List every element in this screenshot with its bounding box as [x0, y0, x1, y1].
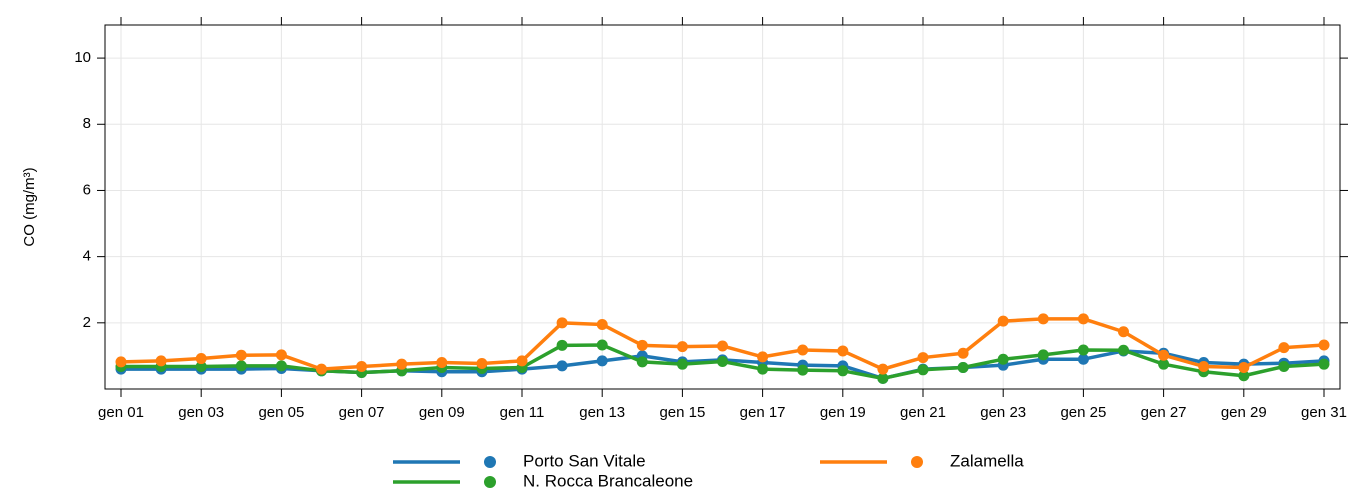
data-point [316, 363, 327, 375]
data-point [1077, 313, 1089, 325]
legend-marker [484, 456, 496, 468]
data-point [1158, 349, 1170, 361]
data-point [797, 364, 809, 376]
data-point [195, 353, 207, 365]
data-point [556, 360, 568, 372]
data-point [957, 361, 969, 373]
data-point [155, 355, 167, 367]
x-tick-label: gen 09 [419, 404, 465, 421]
data-point [596, 339, 608, 351]
data-point [235, 349, 247, 361]
legend-label: Zalamella [950, 451, 1024, 470]
data-point [636, 339, 648, 351]
data-point [275, 349, 287, 361]
y-tick-label: 6 [83, 181, 91, 198]
data-point [1077, 353, 1089, 365]
x-tick-label: gen 07 [339, 404, 385, 421]
data-point [917, 364, 929, 376]
data-point [997, 353, 1009, 365]
x-tick-label: gen 23 [980, 404, 1026, 421]
data-point [676, 341, 688, 353]
data-point [275, 360, 287, 372]
data-point [115, 356, 127, 368]
plot-frame [104, 24, 1341, 390]
data-point [356, 360, 368, 372]
data-point [1238, 361, 1250, 373]
data-point [596, 355, 608, 367]
data-point [1158, 358, 1170, 370]
data-point [877, 372, 889, 384]
data-point [516, 355, 528, 367]
data-point [596, 318, 608, 330]
data-point [556, 339, 568, 351]
x-tick-label: gen 19 [820, 404, 866, 421]
data-point [1238, 370, 1250, 382]
x-tick-label: gen 21 [900, 404, 946, 421]
data-point [717, 340, 728, 352]
data-point [1278, 342, 1290, 354]
data-point [436, 357, 448, 369]
data-point [556, 317, 568, 329]
data-point [917, 352, 929, 364]
data-point [757, 363, 769, 375]
x-tick-label: gen 27 [1141, 404, 1187, 421]
data-point [1037, 349, 1049, 361]
data-point [676, 358, 688, 370]
legend-marker [911, 456, 923, 468]
data-point [195, 360, 207, 372]
data-point [797, 344, 809, 356]
y-axis-label: CO (mg/m³) [21, 167, 38, 246]
data-point [997, 315, 1009, 327]
x-tick-label: gen 01 [98, 404, 144, 421]
x-tick-label: gen 25 [1060, 404, 1106, 421]
data-point [717, 356, 728, 368]
y-tick-label: 4 [83, 248, 91, 265]
y-tick-label: 8 [83, 115, 91, 132]
y-tick-label: 10 [74, 49, 91, 66]
x-tick-label: gen 15 [659, 404, 705, 421]
data-point [837, 345, 849, 357]
data-point [1037, 313, 1049, 325]
y-tick-label: 2 [83, 314, 91, 331]
data-point [1318, 358, 1330, 370]
x-tick-label: gen 03 [178, 404, 224, 421]
data-point [757, 351, 769, 363]
x-tick-label: gen 17 [740, 404, 786, 421]
x-tick-label: gen 31 [1301, 404, 1347, 421]
data-point [1318, 339, 1330, 351]
x-tick-label: gen 05 [258, 404, 304, 421]
data-point [636, 356, 648, 368]
data-point [476, 358, 488, 370]
data-point [235, 360, 247, 372]
data-point [396, 358, 408, 370]
legend-label: N. Rocca Brancaleone [523, 471, 693, 490]
data-point [1278, 360, 1290, 372]
x-tick-label: gen 29 [1221, 404, 1267, 421]
data-point [837, 365, 849, 377]
data-point [1118, 344, 1129, 356]
legend-marker [484, 476, 496, 488]
data-point [877, 363, 889, 375]
data-point [1077, 344, 1089, 356]
data-point [1198, 360, 1210, 372]
data-point [957, 347, 969, 359]
legend-label: Porto San Vitale [523, 451, 646, 470]
x-tick-label: gen 13 [579, 404, 625, 421]
data-point [1118, 326, 1129, 338]
x-tick-label: gen 11 [500, 404, 545, 421]
